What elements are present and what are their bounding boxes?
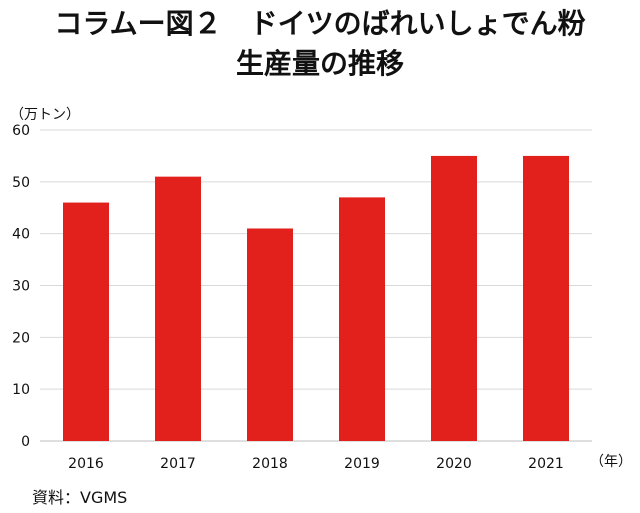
bar-2020 <box>431 155 477 441</box>
x-tick-label: 2017 <box>160 456 196 472</box>
y-tick-label: 50 <box>12 175 30 191</box>
y-axis-unit-label: （万トン） <box>10 107 80 123</box>
y-tick-label: 20 <box>12 330 30 346</box>
x-tick-label: 2016 <box>68 456 104 472</box>
x-tick-label: 2021 <box>528 456 564 472</box>
chart-title-line1: コラムー図２ ドイツのばれいしょでん粉 <box>54 7 586 40</box>
y-tick-label: 10 <box>12 382 30 398</box>
y-tick-label: 30 <box>12 279 30 295</box>
y-tick-label: 40 <box>12 227 30 243</box>
bar-2019 <box>339 197 385 441</box>
bar-2021 <box>523 155 569 441</box>
x-axis-unit-label: （年） <box>590 454 632 470</box>
x-tick-label: 2018 <box>252 456 288 472</box>
bar-2017 <box>155 176 201 441</box>
bar-2018 <box>247 228 293 441</box>
y-tick-label: 0 <box>21 434 30 450</box>
bar-2016 <box>63 202 109 441</box>
chart-title-line2: 生産量の推移 <box>235 47 404 80</box>
x-tick-label: 2020 <box>436 456 472 472</box>
source-note: 資料：VGMS <box>32 488 128 507</box>
y-tick-label: 60 <box>12 123 30 139</box>
x-tick-label: 2019 <box>344 456 380 472</box>
